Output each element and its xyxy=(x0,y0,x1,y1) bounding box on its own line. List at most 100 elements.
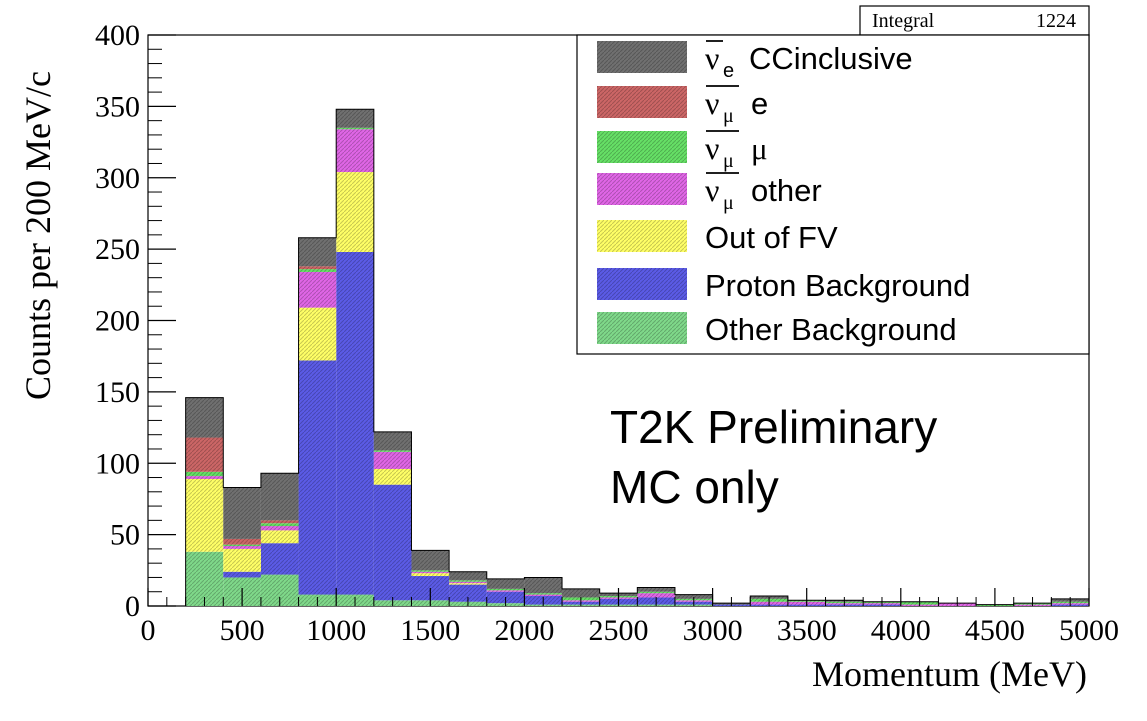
legend-swatch-hatch xyxy=(597,86,687,118)
bar-hatch-4-6 xyxy=(373,451,412,469)
series-6 xyxy=(185,266,337,545)
bar-hatch-7-3 xyxy=(260,473,299,521)
bar-hatch-5-10 xyxy=(524,593,563,595)
x-tick-label: 2000 xyxy=(494,614,554,647)
legend-symbol: ν xyxy=(705,40,719,76)
legend-label: e xyxy=(751,86,768,121)
bar-hatch-3-3 xyxy=(260,530,299,544)
legend-entry-4: ν μ other xyxy=(597,172,822,214)
bar-hatch-7-4 xyxy=(298,237,337,267)
bar-hatch-2-5 xyxy=(336,251,374,595)
legend-label: Other Background xyxy=(705,312,957,347)
bar-hatch-5-1 xyxy=(185,471,224,477)
legend-subscript: μ xyxy=(723,150,734,172)
bar-hatch-5-8 xyxy=(449,580,487,582)
bar-hatch-4-1 xyxy=(185,476,224,479)
series-3 xyxy=(185,172,487,585)
legend-swatch-hatch xyxy=(597,312,687,344)
bar-hatch-7-11 xyxy=(562,588,600,598)
bar-hatch-4-9 xyxy=(486,590,525,592)
legend-swatch-hatch xyxy=(597,173,687,205)
bar-hatch-3-8 xyxy=(449,583,487,585)
stats-label: Integral xyxy=(872,10,935,32)
legend-swatch-hatch xyxy=(597,131,687,163)
x-tick-label: 3500 xyxy=(777,614,837,647)
x-tick-label: 0 xyxy=(141,614,156,647)
bar-hatch-7-10 xyxy=(524,577,563,594)
legend-entry-6: Proton Background xyxy=(597,268,970,303)
legend-subscript: μ xyxy=(723,192,734,214)
bar-hatch-5-3 xyxy=(260,523,299,527)
x-tick-label: 4500 xyxy=(965,614,1025,647)
x-tick-label: 5000 xyxy=(1059,614,1119,647)
preliminary-annotation: T2K Preliminary MC only xyxy=(578,392,1088,532)
bar-hatch-4-2 xyxy=(223,546,261,549)
y-tick-label: 350 xyxy=(95,90,140,123)
bar-hatch-7-6 xyxy=(373,431,412,451)
x-tick-label: 500 xyxy=(220,614,265,647)
bar-hatch-5-6 xyxy=(373,450,412,452)
bar-hatch-7-14 xyxy=(674,594,713,599)
bar-hatch-4-10 xyxy=(524,594,563,597)
series-2 xyxy=(223,251,1089,606)
bar-hatch-7-9 xyxy=(486,578,525,589)
bar-hatch-4-3 xyxy=(260,526,299,531)
annotation-line-2: MC only xyxy=(610,461,779,513)
bar-hatch-7-2 xyxy=(223,487,261,539)
bar-hatch-4-13 xyxy=(637,593,675,598)
bar-hatch-3-6 xyxy=(373,468,412,485)
series-7 xyxy=(185,109,1089,605)
legend-label: Out of FV xyxy=(705,220,838,255)
stats-box: Integral 1224 xyxy=(859,5,1090,36)
axes: 0 500 1000 1500 2000 2500 3000 3500 4000 4500 5000… xyxy=(95,19,1119,647)
bar-hatch-5-2 xyxy=(223,544,261,547)
bar-hatch-4-5 xyxy=(336,129,374,173)
x-tick-label: 3000 xyxy=(683,614,743,647)
bar-hatch-3-7 xyxy=(411,573,450,577)
x-tick-label: 4000 xyxy=(871,614,931,647)
bar-hatch-7-13 xyxy=(637,587,675,592)
y-tick-label: 50 xyxy=(110,519,140,552)
legend-symbol: ν xyxy=(705,130,719,166)
bar-hatch-5-9 xyxy=(486,588,525,591)
x-tick-label: 1500 xyxy=(400,614,460,647)
x-tick-label: 2500 xyxy=(589,614,649,647)
legend-label: μ xyxy=(751,131,768,166)
legend-entry-1: ν e CCinclusive xyxy=(597,40,913,82)
y-tick-label: 400 xyxy=(95,19,140,52)
legend-swatch-hatch xyxy=(597,268,687,300)
legend-swatch-hatch xyxy=(597,41,687,73)
bar-hatch-6-4 xyxy=(298,266,337,270)
y-tick-label: 150 xyxy=(95,376,140,409)
bar-hatch-4-4 xyxy=(298,271,337,308)
stats-value: 1224 xyxy=(1036,10,1076,32)
bar-hatch-3-1 xyxy=(185,478,224,552)
bar-hatch-6-1 xyxy=(185,437,224,472)
bar-hatch-5-13 xyxy=(637,591,675,594)
bar-hatch-2-3 xyxy=(260,543,299,575)
legend-label: other xyxy=(751,173,822,208)
legend-symbol: ν xyxy=(705,85,719,121)
bar-hatch-3-5 xyxy=(336,172,374,252)
y-tick-label: 250 xyxy=(95,233,140,266)
legend-label: Proton Background xyxy=(705,268,970,303)
bar-hatch-4-8 xyxy=(449,581,487,584)
bar-hatch-7-1 xyxy=(185,397,224,438)
bar-hatch-2-2 xyxy=(223,571,261,578)
bar-hatch-6-3 xyxy=(260,520,299,524)
bar-hatch-5-5 xyxy=(336,127,374,130)
bar-hatch-6-2 xyxy=(223,538,261,545)
bar-hatch-7-5 xyxy=(336,109,374,128)
annotation-line-1: T2K Preliminary xyxy=(610,401,937,453)
y-tick-label: 200 xyxy=(95,305,140,338)
legend-entry-5: Out of FV xyxy=(597,220,838,255)
bar-hatch-7-8 xyxy=(449,571,487,581)
x-axis-label: Momentum (MeV) xyxy=(812,654,1087,694)
legend-symbol: ν xyxy=(705,172,719,208)
y-axis-label: Counts per 200 MeV/c xyxy=(18,71,58,400)
bar-hatch-1-1 xyxy=(185,551,224,606)
bar-hatch-5-4 xyxy=(298,269,337,272)
bar-hatch-3-2 xyxy=(223,548,261,572)
